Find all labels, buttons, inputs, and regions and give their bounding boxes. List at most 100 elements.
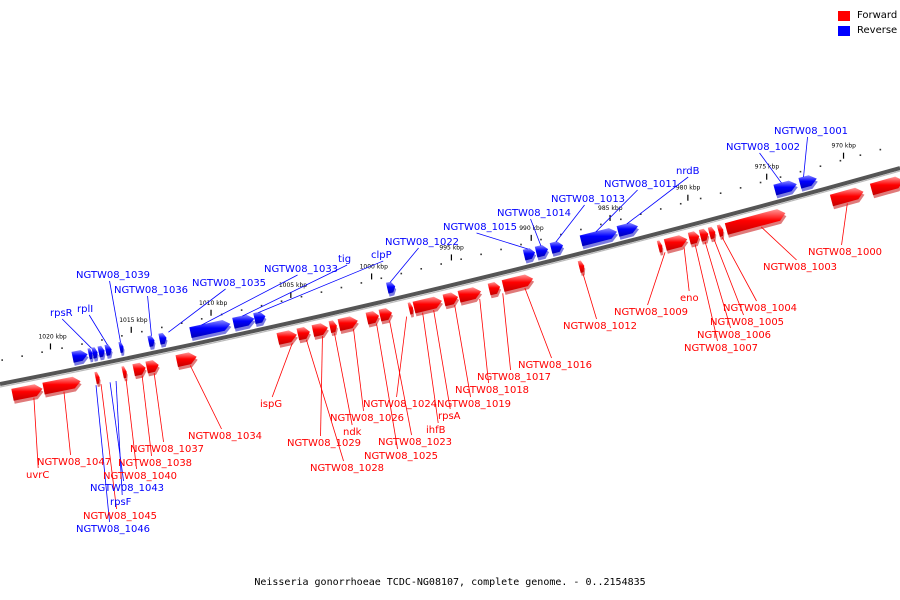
tick-label: 975 kbp xyxy=(755,164,780,171)
scale-dot xyxy=(360,282,363,284)
reverse-gene-arrow xyxy=(549,241,564,254)
scale-dot xyxy=(240,309,243,311)
gene-label-ngtw08-1026: NGTW08_1026 xyxy=(330,413,404,424)
tick-label: 1005 kbp xyxy=(279,282,307,289)
forward-gene-arrow xyxy=(656,240,663,253)
leader-line xyxy=(433,310,451,410)
gene-label-ngtw08-1025: NGTW08_1025 xyxy=(364,451,438,462)
gene-label-ngtw08-1006: NGTW08_1006 xyxy=(697,330,771,341)
scale-dot xyxy=(520,243,522,246)
gene-label-ngtw08-1016: NGTW08_1016 xyxy=(518,360,592,371)
gene-label-ngtw08-1019: NGTW08_1019 xyxy=(437,399,511,410)
gene-label-nrdb: nrdB xyxy=(676,166,700,177)
scale-dot xyxy=(600,223,602,226)
gene-label-ngtw08-1004: NGTW08_1004 xyxy=(723,303,797,314)
leader-line xyxy=(647,252,666,306)
gene-label-ngtw08-1022: NGTW08_1022 xyxy=(385,237,459,248)
forward-gene-arrow xyxy=(716,224,724,237)
scale-dot xyxy=(699,197,702,200)
leader-line xyxy=(841,203,848,246)
forward-gene-arrow xyxy=(407,302,413,315)
gene-label-ngtw08-1002: NGTW08_1002 xyxy=(726,142,800,153)
scale-dot xyxy=(819,165,822,168)
gene-label-ngtw08-1000: NGTW08_1000 xyxy=(808,247,882,258)
reverse-gene-arrow xyxy=(386,281,396,294)
legend-item-forward: Forward xyxy=(838,8,897,23)
gene-label-ngtw08-1001: NGTW08_1001 xyxy=(774,126,848,137)
leader-line xyxy=(530,218,542,246)
scale-dot xyxy=(300,295,303,298)
tick-label: 1010 kbp xyxy=(199,300,227,307)
leader-line xyxy=(353,328,364,412)
scale-dot xyxy=(639,213,642,215)
scale-dot xyxy=(320,291,323,293)
scale-dot xyxy=(141,330,143,333)
leader-line xyxy=(713,239,744,316)
leader-line xyxy=(100,384,117,510)
scale-dot xyxy=(41,351,43,353)
scale-dot xyxy=(280,300,283,303)
scale-dot xyxy=(61,347,63,349)
reverse-gene-arrow xyxy=(97,345,105,358)
scale-dot xyxy=(340,286,343,289)
scale-dot xyxy=(480,253,482,256)
leader-line xyxy=(479,298,489,384)
gene-label-ngtw08-1015: NGTW08_1015 xyxy=(443,222,517,233)
gene-label-clpp: clpP xyxy=(371,250,392,261)
reverse-gene-arrow xyxy=(616,222,638,237)
scale-dot xyxy=(200,318,203,320)
leader-line xyxy=(242,264,348,317)
scale-dot xyxy=(440,263,442,265)
gene-label-ngtw08-1029: NGTW08_1029 xyxy=(287,438,361,449)
gene-label-rpli: rplI xyxy=(77,304,93,315)
gene-label-ngtw08-1024: NGTW08_1024 xyxy=(363,399,437,410)
gene-labels: NGTW08_1001 NGTW08_1002 nrdB NGTW08_1011 NGT… xyxy=(26,126,882,535)
forward-gene-arrow xyxy=(707,226,716,240)
genome-caption: Neisseria gonorrhoeae TCDC-NG08107, comp… xyxy=(254,577,646,588)
forward-gene-arrow xyxy=(487,282,501,296)
leader-line xyxy=(422,312,439,424)
forward-gene-arrow xyxy=(145,360,159,374)
scale-dot xyxy=(719,192,722,194)
leader-line xyxy=(63,391,71,456)
scale-dot xyxy=(460,258,462,261)
leader-line xyxy=(376,323,398,450)
leader-line xyxy=(95,385,110,523)
forward-gene-arrow xyxy=(337,316,358,331)
leader-line xyxy=(147,295,152,336)
gene-label-ngtw08-1034: NGTW08_1034 xyxy=(188,431,262,442)
forward-gene-arrow xyxy=(501,274,534,292)
gene-label-ngtw08-1039: NGTW08_1039 xyxy=(76,270,150,281)
reverse-swatch xyxy=(838,25,850,36)
label-leaders xyxy=(33,136,848,523)
gene-label-ngtw08-1014: NGTW08_1014 xyxy=(497,208,571,219)
scale-dot xyxy=(420,268,423,270)
legend-item-reverse: Reverse xyxy=(838,23,897,38)
reverse-gene-arrow xyxy=(232,314,255,329)
gene-label-ngtw08-1011: NGTW08_1011 xyxy=(604,179,678,190)
forward-gene-arrow xyxy=(577,260,585,273)
legend: Forward Reverse xyxy=(838,8,897,38)
leader-line xyxy=(61,318,92,349)
reverse-gene-arrow xyxy=(71,350,88,363)
leader-line xyxy=(595,189,638,233)
reverse-gene-arrow xyxy=(158,332,167,345)
leader-line xyxy=(760,226,797,261)
scale-dot xyxy=(679,202,682,205)
legend-label-forward: Forward xyxy=(857,10,898,21)
gene-label-ngtw08-1047: NGTW08_1047 xyxy=(37,457,111,468)
gene-label-ngtw08-1018: NGTW08_1018 xyxy=(455,385,529,396)
forward-gene-arrow xyxy=(132,362,146,377)
gene-label-ngtw08-1040: NGTW08_1040 xyxy=(103,471,177,482)
forward-gene-arrow xyxy=(457,287,482,303)
backbone-line xyxy=(0,166,900,386)
tick-label: 990 kbp xyxy=(519,225,544,232)
reverse-gene-arrow xyxy=(104,344,112,356)
leader-line xyxy=(109,280,121,343)
tick-label: 1000 kbp xyxy=(360,263,388,270)
leader-line xyxy=(189,365,222,430)
forward-gene-arrow xyxy=(698,228,709,242)
leader-line xyxy=(271,342,293,398)
scale-dot xyxy=(121,335,123,337)
